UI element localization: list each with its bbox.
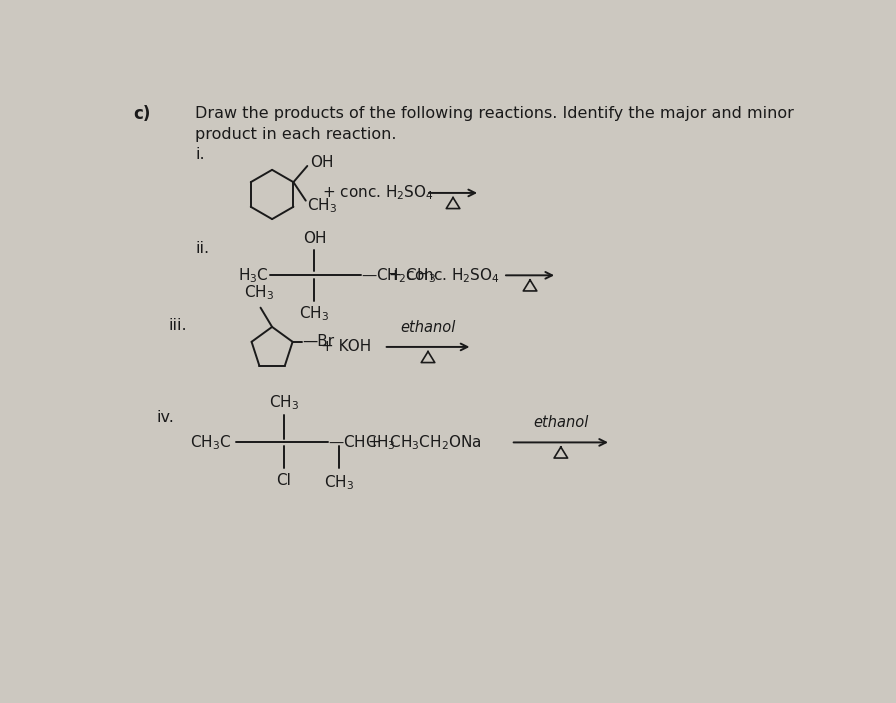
Text: c): c)	[134, 105, 151, 122]
Text: CH$_3$: CH$_3$	[299, 304, 330, 323]
Text: H$_3$C: H$_3$C	[237, 266, 268, 285]
Text: ethanol: ethanol	[533, 415, 589, 430]
Text: CH$_3$: CH$_3$	[269, 393, 298, 412]
Text: —Br: —Br	[303, 335, 335, 349]
Text: ii.: ii.	[195, 241, 209, 256]
Text: iii.: iii.	[168, 318, 186, 333]
Text: Cl: Cl	[276, 473, 291, 488]
Text: ethanol: ethanol	[401, 320, 456, 335]
Text: CH$_3$: CH$_3$	[307, 196, 338, 214]
Text: product in each reaction.: product in each reaction.	[195, 127, 397, 142]
Text: CH$_3$C: CH$_3$C	[190, 433, 231, 452]
Text: Draw the products of the following reactions. Identify the major and minor: Draw the products of the following react…	[195, 106, 794, 121]
Text: i.: i.	[195, 147, 204, 162]
Text: + KOH: + KOH	[321, 340, 371, 354]
Text: CH$_3$: CH$_3$	[324, 473, 354, 492]
Text: OH: OH	[303, 231, 326, 246]
Text: + conc. H$_2$SO$_4$: + conc. H$_2$SO$_4$	[323, 183, 434, 202]
Text: —CH$_2$CH$_3$: —CH$_2$CH$_3$	[360, 266, 435, 285]
Text: iv.: iv.	[157, 411, 175, 425]
Text: —CHCH$_3$: —CHCH$_3$	[328, 433, 396, 452]
Text: + conc. H$_2$SO$_4$: + conc. H$_2$SO$_4$	[388, 266, 499, 285]
Text: OH: OH	[310, 155, 334, 170]
Text: CH$_3$: CH$_3$	[244, 283, 274, 302]
Text: +  CH$_3$CH$_2$ONa: + CH$_3$CH$_2$ONa	[366, 433, 482, 452]
